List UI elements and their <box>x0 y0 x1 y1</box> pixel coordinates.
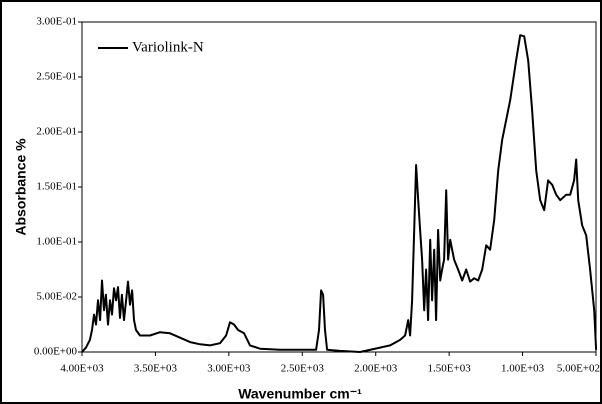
y-axis-title: Absorbance % <box>13 138 29 236</box>
x-tick-label: 2.00E+03 <box>354 363 398 375</box>
y-tick-label: 1.00E-01 <box>36 236 77 248</box>
y-tick-label: 3.00E-01 <box>36 16 77 28</box>
x-tick-label: 2.50E+03 <box>281 363 325 375</box>
y-tick-label: 2.00E-01 <box>36 126 77 138</box>
x-tick-label: 3.00E+03 <box>207 363 251 375</box>
x-tick-label: 3.50E+03 <box>134 363 178 375</box>
x-tick-label: 1.50E+03 <box>428 363 472 375</box>
y-tick-label: 1.50E-01 <box>36 181 77 193</box>
y-tick-label: 0.00E+00 <box>34 346 78 358</box>
x-axis-title: Wavenumber cm⁻¹ <box>238 386 362 402</box>
legend-label: Variolink-N <box>132 39 204 55</box>
x-tick-label: 1.00E+03 <box>501 363 545 375</box>
y-tick-label: 5.00E-02 <box>36 291 77 303</box>
x-tick-label: 5.00E+02 <box>557 363 600 375</box>
spectrum-line <box>81 34 598 353</box>
y-tick-label: 2.50E-01 <box>36 71 77 83</box>
x-tick-label: 4.00E+03 <box>60 363 104 375</box>
